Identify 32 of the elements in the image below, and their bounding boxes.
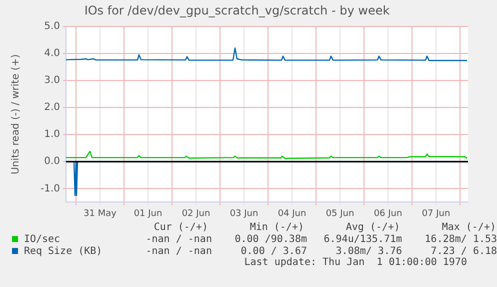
text: 6.94u/135.71m (322, 234, 402, 244)
text: Cur (-/+) (152, 222, 208, 233)
x-tick-label: 03 Jun (230, 208, 258, 219)
text: Min (-/+) (248, 222, 304, 233)
y-axis-title: Units read (-) / write (+) (10, 54, 22, 174)
text: 0.00 / 3.67 (240, 246, 307, 256)
y-tick-label: 0.0 (44, 156, 60, 168)
legend-label: Req Size (KB) (24, 246, 104, 256)
chart-title: IOs for /dev/dev_gpu_scratch_vg/scratch - by week (84, 3, 390, 18)
text: 0.00 /90.38m (234, 234, 307, 244)
x-tick-label: 05 Jun (326, 208, 354, 219)
x-tick-label: 02 Jun (182, 208, 210, 219)
y-tick-label: 5.0 (44, 20, 60, 32)
legend-label: IO/sec (24, 234, 62, 244)
x-tick-label: 07 Jun (422, 208, 450, 219)
y-tick-label: 1.0 (44, 129, 60, 140)
y-tick-label: 3.0 (44, 75, 60, 86)
text: Max (-/+) (440, 222, 496, 233)
text: Avg (-/+) (344, 222, 400, 233)
y-tick-label: 2.0 (44, 102, 60, 114)
text: 7.23 / 6.18 (430, 246, 497, 256)
text: -nan / -nan (144, 234, 212, 244)
x-tick-label: 01 Jun (134, 208, 162, 219)
x-tick-label: 04 Jun (278, 208, 306, 219)
y-tick-label: 4.0 (44, 48, 60, 60)
text: 16.28m/ 1.53 (424, 234, 497, 244)
text: 3.08m/ 3.76 (334, 246, 402, 256)
x-tick-label: 31 May (84, 208, 118, 219)
y-tick-label: -1.0 (40, 183, 60, 194)
text: Last update: Thu Jan 1 01:00:00 1970 (243, 257, 468, 268)
text: -nan / -nan (144, 246, 212, 256)
x-tick-label: 06 Jun (374, 208, 402, 219)
